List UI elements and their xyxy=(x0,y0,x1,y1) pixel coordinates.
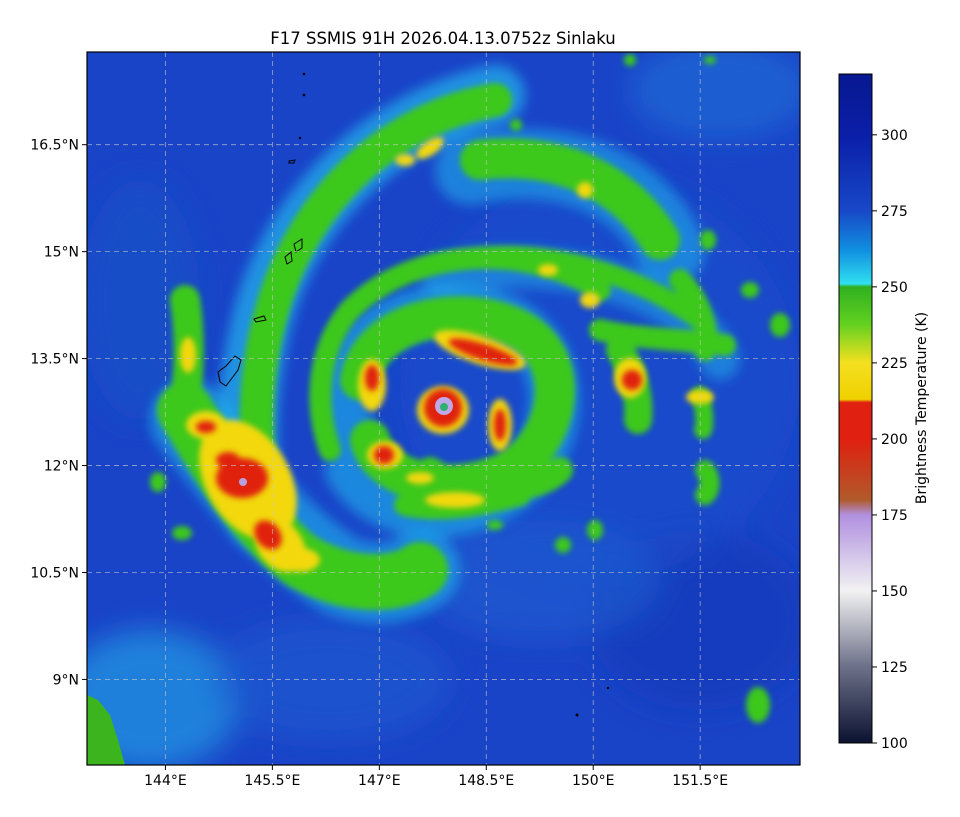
saipan-coastline xyxy=(293,238,303,253)
lon-tick-label: 151.5°E xyxy=(672,773,728,789)
lat-tick-label: 16.5°N xyxy=(30,138,79,154)
lon-tick-label: 145.5°E xyxy=(244,773,300,789)
map-frame xyxy=(86,51,801,766)
gridlines xyxy=(87,52,800,765)
colorbar-tick-label: 150 xyxy=(881,584,908,600)
anatahan-coastline xyxy=(288,159,296,164)
colorbar-tick-label: 250 xyxy=(881,280,908,296)
lon-tick-label: 148.5°E xyxy=(458,773,514,789)
longitude-tick-labels: 144°E 145.5°E 147°E 148.5°E 150°E 151.5°E xyxy=(144,765,728,789)
colorbar-tick-label: 125 xyxy=(881,660,908,676)
brightness-temperature-map xyxy=(87,52,800,765)
colorbar-tick-label: 200 xyxy=(881,432,908,448)
lat-tick-label: 12°N xyxy=(44,459,79,475)
lon-tick-label: 150°E xyxy=(572,773,615,789)
tinian-coastline xyxy=(284,251,293,265)
coastlines xyxy=(217,159,303,387)
small-islands xyxy=(298,72,610,717)
colorbar-tick-label: 175 xyxy=(881,508,908,524)
lat-tick-label: 10.5°N xyxy=(30,565,79,581)
rota-coastline xyxy=(253,315,267,323)
lon-tick-label: 144°E xyxy=(144,773,187,789)
colorbar-label: Brightness Temperature (K) xyxy=(914,312,930,504)
guam-coastline xyxy=(217,355,242,387)
lat-tick-label: 15°N xyxy=(44,245,79,261)
colorbar-frame xyxy=(838,73,873,744)
colorbar-tick-label: 225 xyxy=(881,356,908,372)
land-southwest xyxy=(87,695,125,765)
colorbar-ticks: 100 125 150 175 200 225 250 275 300 xyxy=(872,128,908,752)
lat-tick-label: 13.5°N xyxy=(30,352,79,368)
cold-spot xyxy=(239,478,247,486)
storm-eye xyxy=(239,389,462,486)
scattered-cells xyxy=(150,54,790,723)
chart-title: F17 SSMIS 91H 2026.04.13.0752z Sinlaku xyxy=(270,29,615,48)
lat-tick-label: 9°N xyxy=(53,672,79,688)
lon-tick-label: 147°E xyxy=(358,773,401,789)
colorbar-gradient xyxy=(839,74,872,743)
colorbar-tick-label: 100 xyxy=(881,736,908,752)
colorbar-tick-label: 275 xyxy=(881,204,908,220)
latitude-tick-labels: 16.5°N 15°N 13.5°N 12°N 10.5°N 9°N xyxy=(30,138,87,688)
colorbar-tick-label: 300 xyxy=(881,128,908,144)
colorbar: 100 125 150 175 200 225 250 275 300 Brightness T… xyxy=(838,73,930,752)
